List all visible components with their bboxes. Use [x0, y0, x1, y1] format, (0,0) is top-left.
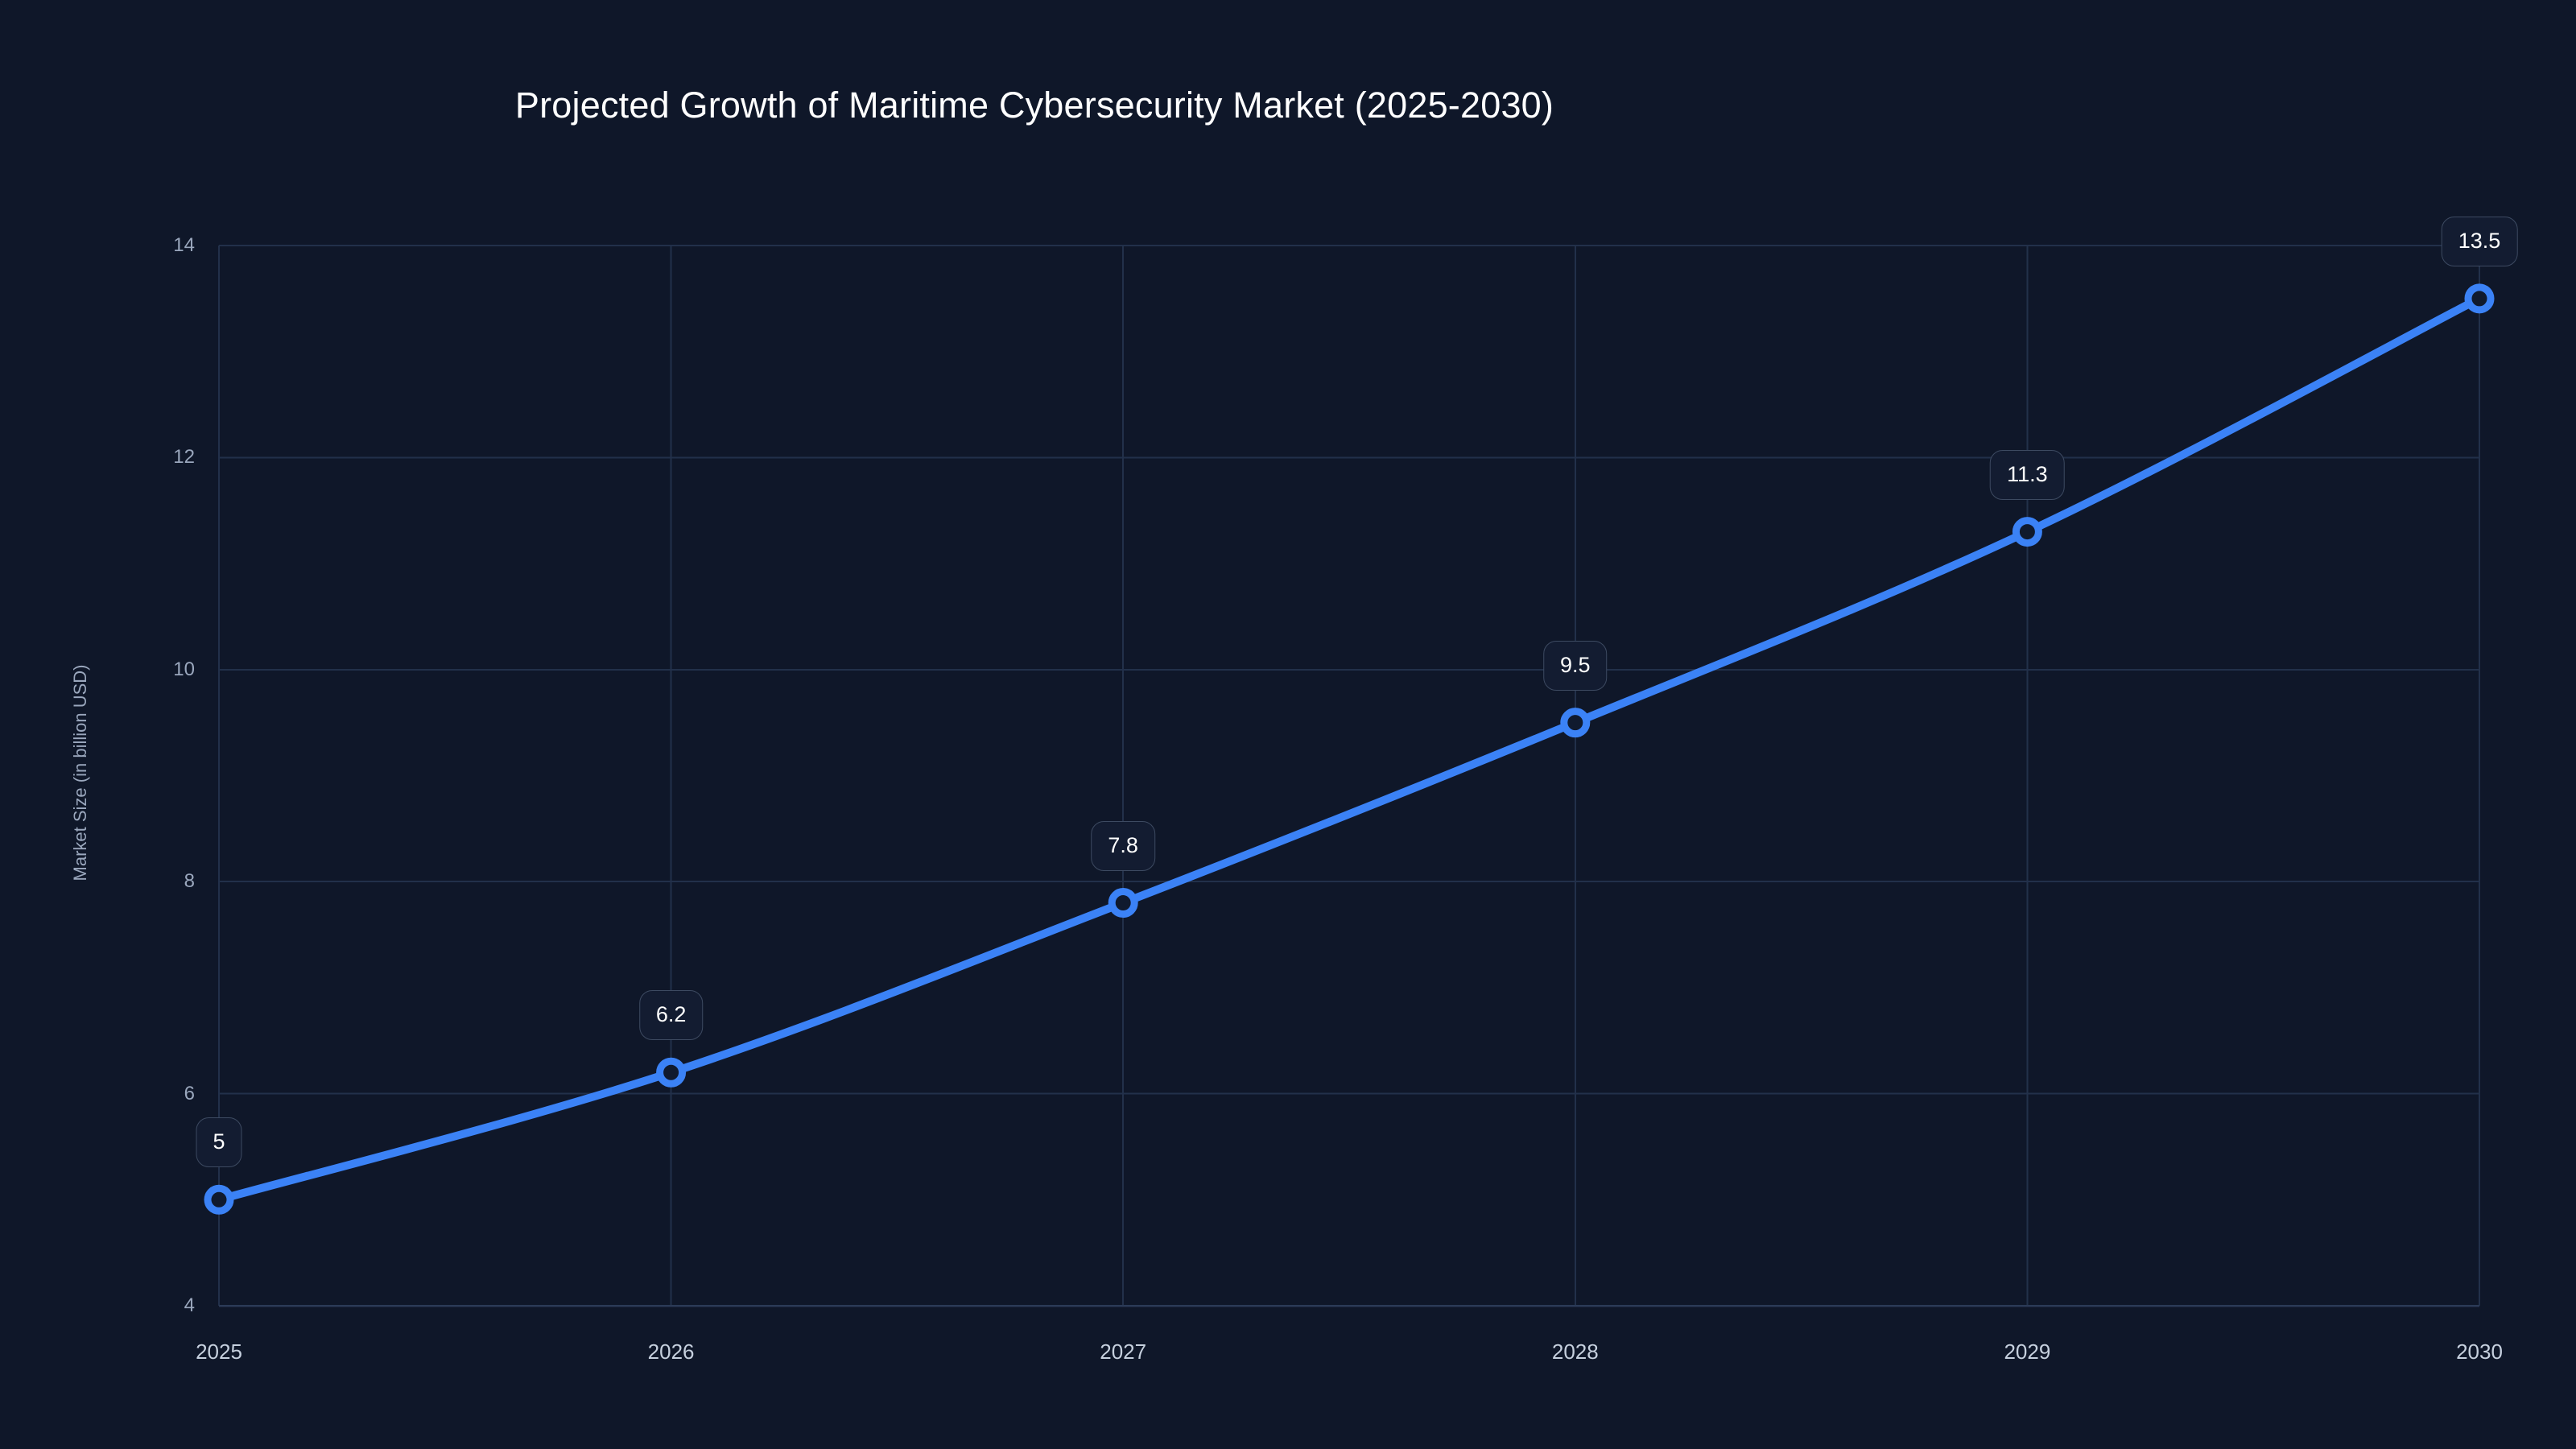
data-point-label: 13.5	[2441, 216, 2518, 266]
y-tick-label: 6	[184, 1082, 195, 1104]
series-line-market-size	[215, 294, 2483, 1204]
data-point-label: 6.2	[638, 990, 704, 1041]
y-tick-label: 14	[173, 234, 195, 256]
horizontal-gridlines	[219, 245, 2479, 1307]
data-point-label: 11.3	[1990, 449, 2065, 500]
x-tick-label: 2029	[2004, 1340, 2051, 1364]
data-point-label: 5	[196, 1117, 242, 1168]
series-markers	[204, 283, 2495, 1215]
y-tick-label: 12	[173, 446, 195, 469]
y-tick-label: 8	[184, 870, 195, 893]
x-tick-label: 2025	[196, 1340, 242, 1364]
data-point-label: 7.8	[1091, 820, 1155, 871]
chart-title: Projected Growth of Maritime Cybersecuri…	[514, 85, 1554, 126]
y-tick-label: 10	[173, 658, 195, 680]
x-tick-label: 2027	[1100, 1340, 1147, 1364]
x-tick-label: 2030	[2456, 1340, 2503, 1364]
x-tick-label: 2028	[1551, 1340, 1599, 1364]
x-tick-label: 2026	[647, 1340, 695, 1364]
vertical-gridlines	[218, 246, 2480, 1306]
data-point-label: 9.5	[1543, 640, 1608, 691]
y-tick-label: 4	[184, 1294, 195, 1316]
